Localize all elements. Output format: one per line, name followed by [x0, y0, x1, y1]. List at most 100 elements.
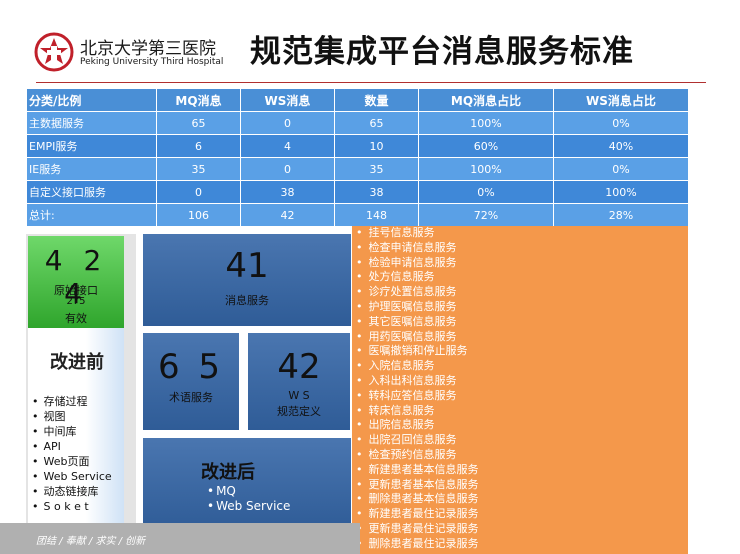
table-cell: 0%: [418, 180, 554, 204]
list-item: 医嘱撤销和停止服务: [356, 344, 479, 359]
table-cell: 35: [156, 157, 241, 181]
header-divider: [36, 82, 706, 83]
list-item: 出院信息服务: [356, 418, 479, 433]
table-cell: 自定义接口服务: [26, 180, 157, 204]
list-item: Web Service: [207, 499, 290, 514]
before-method-list: 存储过程 视图 中间库 API Web页面 Web Service 动态链接库 …: [32, 394, 112, 514]
hospital-logo-icon: [34, 32, 74, 72]
footer-motto: 团结 / 奉献 / 求实 / 创新: [36, 536, 146, 547]
list-item: 转床信息服务: [356, 404, 479, 419]
slide-header: 北京大学第三医院 Peking University Third Hospita…: [0, 0, 740, 80]
list-item: 挂号信息服务: [356, 226, 479, 241]
list-item: 检查预约信息服务: [356, 448, 479, 463]
list-item: API: [32, 439, 112, 454]
table-row: 自定义接口服务 0 38 38 0% 100%: [26, 180, 689, 204]
table-total-row: 总计: 106 42 148 72% 28%: [26, 203, 689, 227]
table-cell: 65: [156, 111, 241, 135]
table-cell: 总计:: [26, 203, 157, 227]
table-cell: 42: [240, 203, 335, 227]
table-cell: 0%: [553, 111, 689, 135]
valid-interface-label: 有效: [65, 312, 87, 325]
table-cell: 65: [334, 111, 419, 135]
list-item: Web页面: [32, 454, 112, 469]
table-cell: EMPI服务: [26, 134, 157, 158]
table-cell: 100%: [553, 180, 689, 204]
term-service-count: 6 5: [157, 347, 225, 387]
term-service-label: 术语服务: [169, 391, 213, 404]
list-item: 检查申请信息服务: [356, 241, 479, 256]
list-item: 其它医嘱信息服务: [356, 315, 479, 330]
spec-definition-label: 规范定义: [277, 405, 321, 418]
message-service-label: 消息服务: [225, 294, 269, 307]
message-service-tile: 41 消息服务: [143, 234, 351, 326]
service-list: 挂号信息服务检查申请信息服务检验申请信息服务处方信息服务诊疗处置信息服务护理医嘱…: [356, 226, 479, 552]
table-header-row: 分类/比例 MQ消息 WS消息 数量 MQ消息占比 WS消息占比: [26, 88, 689, 112]
service-list-panel: 挂号信息服务检查申请信息服务检验申请信息服务处方信息服务诊疗处置信息服务护理医嘱…: [352, 226, 688, 554]
table-row: 主数据服务 65 0 65 100% 0%: [26, 111, 689, 135]
table-cell: 6: [156, 134, 241, 158]
hospital-name-cn: 北京大学第三医院: [80, 39, 216, 59]
table-cell: 40%: [553, 134, 689, 158]
message-stats-table: 分类/比例 MQ消息 WS消息 数量 MQ消息占比 WS消息占比 主数据服务 6…: [26, 88, 689, 227]
after-title: 改进后: [201, 462, 255, 483]
list-item: 入院信息服务: [356, 359, 479, 374]
table-row: IE服务 35 0 35 100% 0%: [26, 157, 689, 181]
column-header: WS消息: [240, 88, 335, 112]
column-header: 数量: [334, 88, 419, 112]
list-item: 更新患者最住记录服务: [356, 522, 479, 537]
table-cell: 148: [334, 203, 419, 227]
table-cell: 100%: [418, 111, 554, 135]
ws-label: W S: [288, 389, 310, 402]
original-interface-count: 4 2 4: [44, 244, 108, 310]
page-title: 规范集成平台消息服务标准: [250, 34, 634, 70]
ws-spec-count: 42: [277, 347, 321, 387]
ws-spec-tile: 42 W S 规范定义: [248, 333, 350, 430]
table-cell: 106: [156, 203, 241, 227]
list-item: 动态链接库: [32, 484, 112, 499]
list-item: MQ: [207, 484, 290, 499]
original-interface-label: 原始接口: [54, 284, 98, 297]
list-item: Web Service: [32, 469, 112, 484]
after-improvement-tile: 改进后 MQ Web Service: [143, 438, 351, 530]
table-cell: 72%: [418, 203, 554, 227]
table-cell: IE服务: [26, 157, 157, 181]
list-item: 入科出科信息服务: [356, 374, 479, 389]
column-header: MQ消息: [156, 88, 241, 112]
table-cell: 0%: [553, 157, 689, 181]
list-item: 视图: [32, 409, 112, 424]
message-service-count: 41: [225, 246, 269, 286]
table-cell: 100%: [418, 157, 554, 181]
column-header: WS消息占比: [553, 88, 689, 112]
list-item: 诊疗处置信息服务: [356, 285, 479, 300]
table-cell: 0: [240, 111, 335, 135]
list-item: 删除患者最住记录服务: [356, 537, 479, 552]
original-interface-box: 4 2 4 原始接口 275 有效: [28, 236, 124, 328]
table-cell: 10: [334, 134, 419, 158]
list-item: 更新患者基本信息服务: [356, 478, 479, 493]
table-cell: 35: [334, 157, 419, 181]
table-row: EMPI服务 6 4 10 60% 40%: [26, 134, 689, 158]
list-item: 检验申请信息服务: [356, 256, 479, 271]
table-cell: 38: [240, 180, 335, 204]
before-title: 改进前: [50, 352, 104, 373]
table-cell: 0: [240, 157, 335, 181]
list-item: 中间库: [32, 424, 112, 439]
list-item: 存储过程: [32, 394, 112, 409]
table-cell: 0: [156, 180, 241, 204]
table-cell: 38: [334, 180, 419, 204]
list-item: 转科应答信息服务: [356, 389, 479, 404]
list-item: 删除患者基本信息服务: [356, 492, 479, 507]
column-header: MQ消息占比: [418, 88, 554, 112]
before-improvement-box: 改进前 存储过程 视图 中间库 API Web页面 Web Service 动态…: [28, 328, 124, 528]
table-cell: 主数据服务: [26, 111, 157, 135]
table-cell: 4: [240, 134, 335, 158]
term-service-tile: 6 5 术语服务: [143, 333, 239, 430]
after-method-list: MQ Web Service: [207, 484, 290, 514]
table-cell: 28%: [553, 203, 689, 227]
list-item: 新建患者基本信息服务: [356, 463, 479, 478]
table-cell: 60%: [418, 134, 554, 158]
column-header: 分类/比例: [26, 88, 157, 112]
list-item: 新建患者最住记录服务: [356, 507, 479, 522]
list-item: S o k e t: [32, 499, 112, 514]
hospital-name-en: Peking University Third Hospital: [80, 57, 224, 67]
